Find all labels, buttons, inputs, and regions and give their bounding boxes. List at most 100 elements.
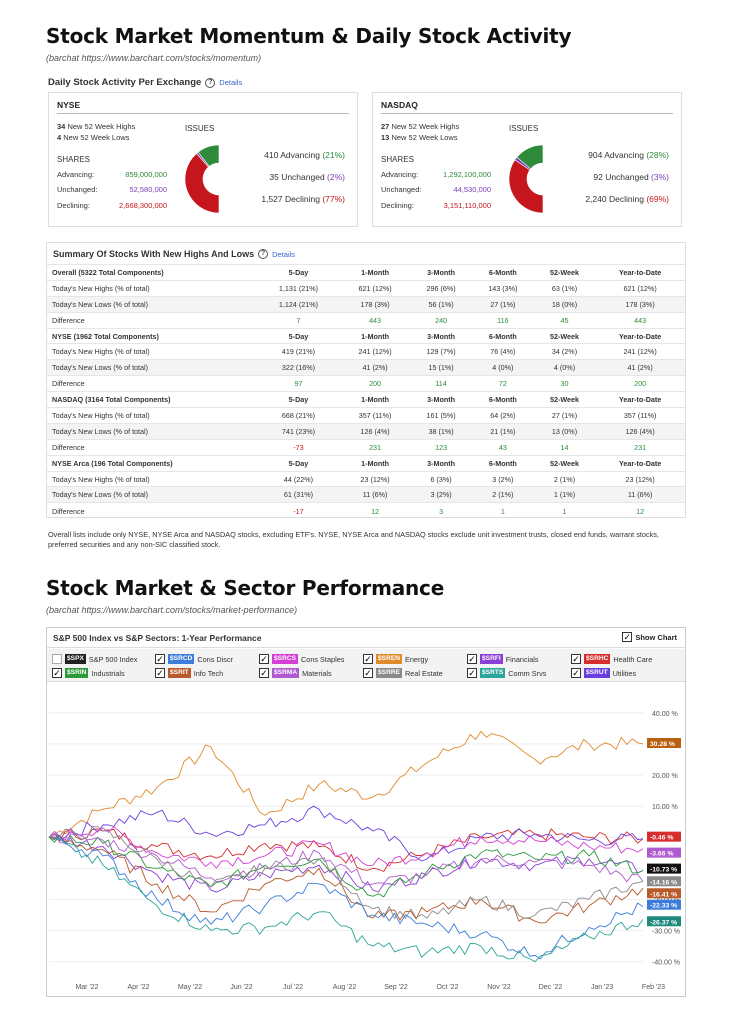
column-header: 6-Month bbox=[471, 327, 534, 344]
table-cell: 12 bbox=[595, 502, 685, 519]
checkbox-icon[interactable]: ✓ bbox=[259, 654, 269, 664]
end-label: -0.46 % bbox=[650, 835, 673, 842]
end-label: -10.73 % bbox=[650, 867, 677, 874]
checkbox-icon[interactable] bbox=[52, 654, 62, 664]
table-cell: 4 (0%) bbox=[533, 359, 596, 376]
table-row: Difference -73 231 123 43 14 231 bbox=[47, 438, 685, 456]
checkbox-icon[interactable]: ✓ bbox=[52, 668, 62, 678]
table-row: Difference 7 443 240 116 45 443 bbox=[47, 311, 685, 329]
table-cell: 72 bbox=[471, 375, 534, 392]
summary-footnote: Overall lists include only NYSE, NYSE Ar… bbox=[48, 530, 659, 549]
checkbox-icon[interactable]: ✓ bbox=[155, 668, 165, 678]
nasdaq-name: NASDAQ bbox=[381, 100, 418, 110]
checkbox-icon[interactable]: ✓ bbox=[363, 654, 373, 664]
column-header: 52-Week bbox=[533, 264, 596, 281]
show-chart-toggle[interactable]: ✓ Show Chart bbox=[622, 632, 677, 642]
nyse-lows: 4 New 52 Week Lows bbox=[57, 133, 129, 142]
nasdaq-adv-pct: (28%) bbox=[646, 150, 669, 160]
nasdaq-lows: 13 New 52 Week Lows bbox=[381, 133, 458, 142]
nyse-donut bbox=[184, 144, 220, 213]
group-name: NYSE (1962 Total Components) bbox=[47, 327, 257, 344]
table-cell: 4 (0%) bbox=[471, 359, 534, 376]
checkbox-icon[interactable]: ✓ bbox=[467, 668, 477, 678]
help-icon[interactable]: ? bbox=[258, 249, 269, 259]
checkbox-icon[interactable]: ✓ bbox=[571, 668, 581, 678]
nyse-unch-label: Unchanged: bbox=[57, 185, 98, 194]
help-icon[interactable]: ? bbox=[205, 77, 216, 88]
table-row: Today's New Highs (% of total) 44 (22%) 23… bbox=[47, 470, 685, 487]
row-label: Today's New Highs (% of total) bbox=[47, 279, 257, 297]
table-cell: 23 (12%) bbox=[339, 470, 411, 487]
nyse-adv-issues: 410 Advancing (21%) bbox=[264, 150, 345, 160]
table-cell: 668 (21%) bbox=[257, 407, 340, 424]
table-group-header: NYSE (1962 Total Components) 5-Day 1-Month… bbox=[47, 327, 685, 344]
legend-item-srin[interactable]: ✓ $SRIN Industrials bbox=[52, 668, 125, 678]
legend-item-srcd[interactable]: ✓ $SRCD Cons Discr bbox=[155, 654, 233, 664]
legend-item-srfi[interactable]: ✓ $SRFI Financials bbox=[467, 654, 539, 664]
nyse-adv-issues-text: 410 Advancing bbox=[264, 150, 320, 160]
legend-item-sren[interactable]: ✓ $SREN Energy bbox=[363, 654, 428, 664]
row-label: Today's New Lows (% of total) bbox=[47, 359, 257, 376]
x-tick-label: Apr '22 bbox=[128, 984, 150, 991]
nasdaq-unch-issues: 92 Unchanged (3%) bbox=[593, 172, 669, 182]
table-cell: 43 bbox=[471, 438, 534, 456]
legend-item-srts[interactable]: ✓ $SRTS Comm Srvs bbox=[467, 668, 546, 678]
legend-symbol: $SRHC bbox=[584, 654, 611, 664]
table-cell: 241 (12%) bbox=[339, 343, 411, 360]
legend-item-srit[interactable]: ✓ $SRIT Info Tech bbox=[155, 668, 223, 678]
performance-source: (barchat https://www.barchart.com/stocks… bbox=[46, 605, 298, 615]
legend-item-srcs[interactable]: ✓ $SRCS Cons Staples bbox=[259, 654, 344, 664]
table-cell: 126 (4%) bbox=[595, 422, 685, 440]
table-cell: 41 (2%) bbox=[339, 359, 411, 376]
summary-details-link[interactable]: Details bbox=[272, 249, 296, 259]
checkbox-icon[interactable]: ✓ bbox=[571, 654, 581, 664]
end-label-badge bbox=[647, 916, 681, 927]
x-tick-label: May '22 bbox=[178, 984, 202, 991]
legend-symbol: $SRFI bbox=[480, 654, 503, 664]
legend-item-srhc[interactable]: ✓ $SRHC Health Care bbox=[571, 654, 652, 664]
table-cell: 3 bbox=[410, 502, 472, 519]
column-header: Year-to-Date bbox=[595, 454, 685, 472]
checkbox-icon[interactable]: ✓ bbox=[467, 654, 477, 664]
series-line-utilities bbox=[48, 805, 644, 862]
end-label-badge bbox=[647, 899, 681, 910]
show-chart-label: Show Chart bbox=[635, 632, 677, 642]
series-line-info-tech bbox=[48, 834, 644, 924]
legend-label: Materials bbox=[302, 668, 332, 678]
checkbox-icon[interactable]: ✓ bbox=[363, 668, 373, 678]
legend-item-srre[interactable]: ✓ $SRRE Real Estate bbox=[363, 668, 443, 678]
table-cell: 126 (4%) bbox=[339, 422, 411, 440]
checkbox-icon[interactable]: ✓ bbox=[155, 654, 165, 664]
column-header: 1-Month bbox=[339, 327, 411, 344]
legend-label: Industrials bbox=[91, 668, 125, 678]
nyse-lows-count: 4 bbox=[57, 133, 62, 142]
nasdaq-shares-label: SHARES bbox=[381, 155, 414, 164]
table-group-header: Overall (5322 Total Components) 5-Day 1-Mo… bbox=[47, 264, 685, 281]
chart-header: S&P 500 Index vs S&P Sectors: 1-Year Per… bbox=[47, 628, 685, 648]
checkbox-icon[interactable]: ✓ bbox=[622, 632, 633, 642]
end-label: -22.33 % bbox=[650, 903, 677, 910]
table-cell: 1,131 (21%) bbox=[257, 279, 340, 297]
nasdaq-dec-issues: 2,240 Declining (69%) bbox=[585, 194, 669, 204]
table-group-header: NASDAQ (3164 Total Components) 5-Day 1-Mon… bbox=[47, 391, 685, 408]
legend-symbol: $SRMA bbox=[272, 668, 300, 678]
checkbox-icon[interactable]: ✓ bbox=[259, 668, 269, 678]
legend-symbol: $SRIN bbox=[65, 668, 89, 678]
nyse-dec-issues: 1,527 Declining (77%) bbox=[261, 194, 345, 204]
daily-details-link[interactable]: Details bbox=[219, 78, 243, 87]
legend-item-srut[interactable]: ✓ $SRUT Utilities bbox=[571, 668, 636, 678]
nasdaq-highs-count: 27 bbox=[381, 122, 390, 131]
legend-item-spx[interactable]: $SPX S&P 500 Index bbox=[52, 654, 137, 664]
donut-slice bbox=[184, 153, 220, 213]
table-cell: 7 bbox=[257, 311, 340, 329]
column-header: 6-Month bbox=[471, 454, 534, 472]
column-header: 1-Month bbox=[339, 264, 411, 281]
legend-item-srma[interactable]: ✓ $SRMA Materials bbox=[259, 668, 332, 678]
group-name: NYSE Arca (196 Total Components) bbox=[47, 454, 257, 472]
nyse-panel: NYSE 34 New 52 Week Highs 4 New 52 Week … bbox=[48, 92, 358, 227]
end-label: -14.16 % bbox=[650, 879, 677, 886]
nasdaq-issues-label: ISSUES bbox=[509, 124, 539, 133]
legend-label: Real Estate bbox=[405, 668, 443, 678]
sector-performance-chart: S&P 500 Index vs S&P Sectors: 1-Year Per… bbox=[46, 627, 686, 997]
line-plot: 40.00 %30.00 %20.00 %10.00 %0.00 %-10.00… bbox=[48, 711, 681, 991]
